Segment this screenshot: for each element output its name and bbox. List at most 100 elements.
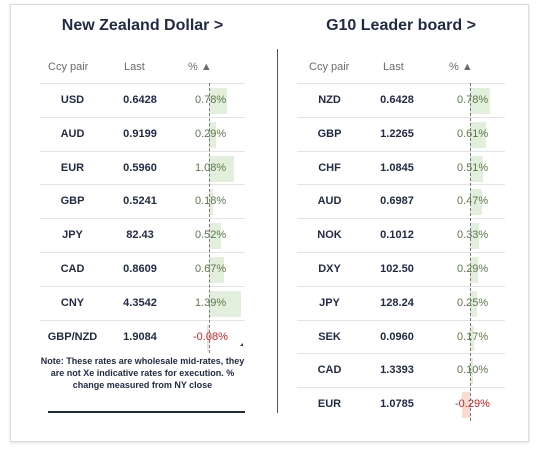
table-row[interactable]: EUR 0.5960 1.08% [40,150,245,185]
table-row[interactable]: AUD 0.9199 0.29% [40,116,245,151]
table-row[interactable]: JPY 82.43 0.52% [40,218,245,252]
table-row[interactable]: SEK 0.0960 0.17% [297,319,505,354]
ccy-pair-cell: EUR [60,161,85,174]
pct-change-cell: 0.25% [457,296,489,309]
last-rate-cell: 1.2265 [380,127,414,140]
widget-frame: New Zealand Dollar > Ccy pair Last % ▲ U… [10,4,529,442]
ccy-pair-cell: AUD [317,195,342,208]
g10-table-header: Ccy pair Last % ▲ [297,61,505,81]
nzd-panel-title[interactable]: New Zealand Dollar > [61,17,224,34]
last-rate-cell: 0.9199 [123,127,157,140]
last-rate-cell: 0.6987 [380,195,414,208]
col-header-pair: Ccy pair [309,61,350,73]
pct-change-bar [209,121,216,148]
nzd-table-header: Ccy pair Last % ▲ [40,61,245,81]
ccy-pair-cell: USD [60,94,85,106]
pct-change-bar [470,155,484,182]
table-row[interactable]: CAD 0.8609 0.67% [40,251,245,286]
pct-change-bar [470,223,479,250]
table-row[interactable]: DXY 102.50 0.29% [297,251,505,286]
ccy-pair-cell: JPY [319,296,340,309]
table-row[interactable]: CNY 4.3542 1.39% [40,285,245,320]
pct-change-bar [470,324,475,351]
pct-change-cell: 0.51% [457,161,489,174]
ccy-pair-cell: CAD [60,262,85,275]
pct-change-cell: 0.61% [457,127,489,140]
rates-note: Note: These rates are wholesale mid-rate… [40,356,245,391]
col-header-pct[interactable]: % ▲ [188,61,212,73]
table-row[interactable]: EUR 1.0785 -0.29% [297,387,505,421]
zero-line [209,83,210,354]
ccy-pair-cell: GBP/NZD [47,330,98,343]
resize-corner-icon [240,343,243,346]
pct-change-bar [209,256,225,283]
last-rate-cell: 102.50 [380,262,414,275]
last-rate-cell: 0.0960 [380,330,414,343]
last-rate-cell: 1.0845 [380,161,414,174]
last-rate-cell: 0.5960 [123,161,157,174]
last-rate-cell: 4.3542 [123,296,157,309]
g10-table-body: NZD 0.6428 0.78% GBP 1.2265 0.61% CHF 1.0845 0.5… [297,83,505,421]
pct-change-cell: 0.10% [457,364,489,377]
last-rate-cell: 0.6428 [380,94,414,106]
pct-change-cell: 1.39% [195,296,227,309]
pct-change-cell: 0.67% [195,262,227,275]
pct-change-cell: 0.47% [457,195,489,208]
ccy-pair-cell: CHF [318,161,341,174]
col-header-pair: Ccy pair [48,61,89,73]
nzd-table-body: USD 0.6428 0.78% AUD 0.9199 0.29% EUR 0.5960 1.0… [40,83,245,354]
pct-change-cell: 0.33% [457,229,489,242]
table-row[interactable]: GBP 1.2265 0.61% [297,116,505,151]
pct-change-cell: 0.29% [457,262,489,275]
pct-change-cell: 0.78% [457,94,489,106]
last-rate-cell: 1.9084 [123,330,157,343]
last-rate-cell: 0.5241 [123,195,157,208]
pct-change-cell: 0.78% [195,94,227,106]
pct-change-cell: 0.52% [195,229,227,242]
g10-panel-title[interactable]: G10 Leader board > [326,17,476,34]
table-row[interactable]: CAD 1.3393 0.10% [297,353,505,387]
pct-change-bar [462,392,470,419]
ccy-pair-cell: CAD [317,364,342,377]
note-underline [48,411,245,413]
table-row[interactable]: USD 0.6428 0.78% [40,83,245,117]
ccy-pair-cell: NOK [317,229,342,242]
pct-change-cell: -0.08% [193,330,228,343]
table-row[interactable]: NZD 0.6428 0.78% [297,83,505,117]
col-header-last: Last [124,61,145,73]
pct-change-cell: -0.29% [455,398,490,411]
pct-change-bar [209,88,227,114]
table-row[interactable]: AUD 0.6987 0.47% [297,184,505,218]
last-rate-cell: 0.8609 [123,262,157,275]
last-rate-cell: 82.43 [126,229,154,242]
table-row[interactable]: NOK 0.1012 0.33% [297,218,505,252]
pct-change-bar [470,256,478,283]
ccy-pair-cell: DXY [318,262,341,275]
pct-change-cell: 0.18% [195,195,227,208]
panel-divider [277,49,278,413]
pct-change-cell: 0.29% [195,127,227,140]
col-header-pct[interactable]: % ▲ [449,61,473,73]
last-rate-cell: 128.24 [380,296,414,309]
last-rate-cell: 0.1012 [380,229,414,242]
pct-change-bar [470,88,491,114]
ccy-pair-cell: EUR [317,398,342,411]
pct-change-bar [209,189,214,216]
zero-line [470,83,471,421]
ccy-pair-cell: GBP [60,195,85,208]
col-header-last: Last [383,61,404,73]
last-rate-cell: 0.6428 [123,94,157,106]
table-row[interactable]: CHF 1.0845 0.51% [297,150,505,185]
ccy-pair-cell: NZD [318,94,341,106]
pct-change-bar [209,155,234,182]
ccy-pair-cell: JPY [62,229,83,242]
pct-change-bar [470,290,477,317]
table-row[interactable]: GBP/NZD 1.9084 -0.08% [40,319,245,354]
ccy-pair-cell: SEK [318,330,341,343]
table-row[interactable]: GBP 0.5241 0.18% [40,184,245,218]
pct-change-bar [209,223,221,250]
pct-change-cell: 0.17% [457,330,489,343]
pct-change-bar [207,324,209,351]
ccy-pair-cell: AUD [60,127,85,140]
table-row[interactable]: JPY 128.24 0.25% [297,285,505,320]
